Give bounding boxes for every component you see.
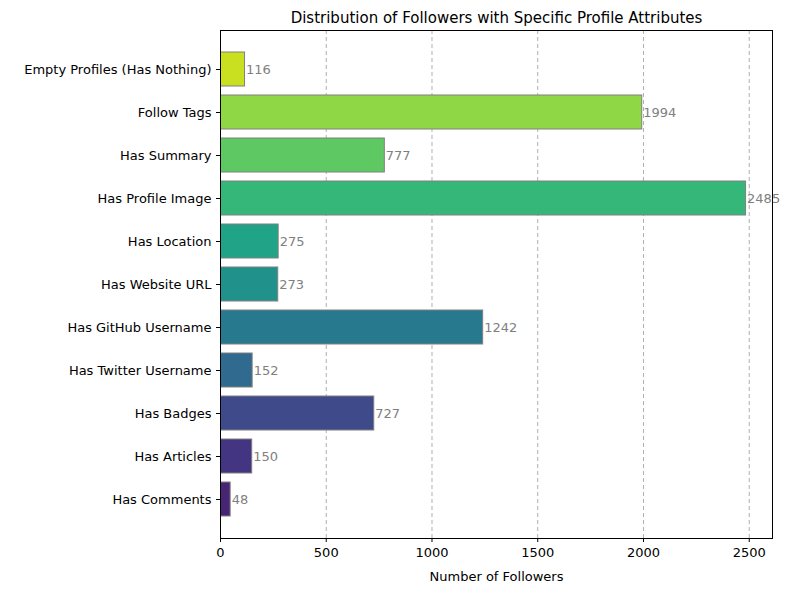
svg-text:Empty Profiles (Has Nothing): Empty Profiles (Has Nothing)	[24, 62, 211, 77]
svg-text:1242: 1242	[484, 320, 517, 335]
svg-text:275: 275	[280, 234, 305, 249]
svg-text:Has Twitter Username: Has Twitter Username	[69, 363, 212, 378]
svg-text:Has Profile Image: Has Profile Image	[98, 191, 212, 206]
svg-text:Has Comments: Has Comments	[112, 492, 211, 507]
svg-text:1000: 1000	[415, 545, 448, 560]
svg-text:Has GitHub Username: Has GitHub Username	[67, 320, 211, 335]
svg-text:Number of Followers: Number of Followers	[430, 569, 564, 584]
svg-text:2500: 2500	[733, 545, 766, 560]
svg-text:116: 116	[246, 62, 271, 77]
svg-text:2000: 2000	[627, 545, 660, 560]
svg-text:Has Summary: Has Summary	[120, 148, 212, 163]
svg-text:1500: 1500	[521, 545, 554, 560]
svg-text:152: 152	[254, 363, 279, 378]
svg-text:0: 0	[216, 545, 224, 560]
svg-text:500: 500	[314, 545, 339, 560]
svg-text:48: 48	[232, 492, 249, 507]
svg-text:2485: 2485	[747, 191, 780, 206]
svg-text:727: 727	[375, 406, 400, 421]
svg-text:Has Location: Has Location	[128, 234, 212, 249]
svg-text:Has Website URL: Has Website URL	[101, 277, 212, 292]
svg-text:777: 777	[386, 148, 411, 163]
svg-text:273: 273	[279, 277, 304, 292]
html-text:Distribution of Followers with: Distribution of Followers with Specific …	[290, 9, 703, 27]
svg-text:Has Badges: Has Badges	[135, 406, 212, 421]
svg-text:150: 150	[253, 449, 278, 464]
svg-text:Follow Tags: Follow Tags	[138, 105, 212, 120]
svg-text:1994: 1994	[643, 105, 676, 120]
svg-text:Has Articles: Has Articles	[134, 449, 211, 464]
